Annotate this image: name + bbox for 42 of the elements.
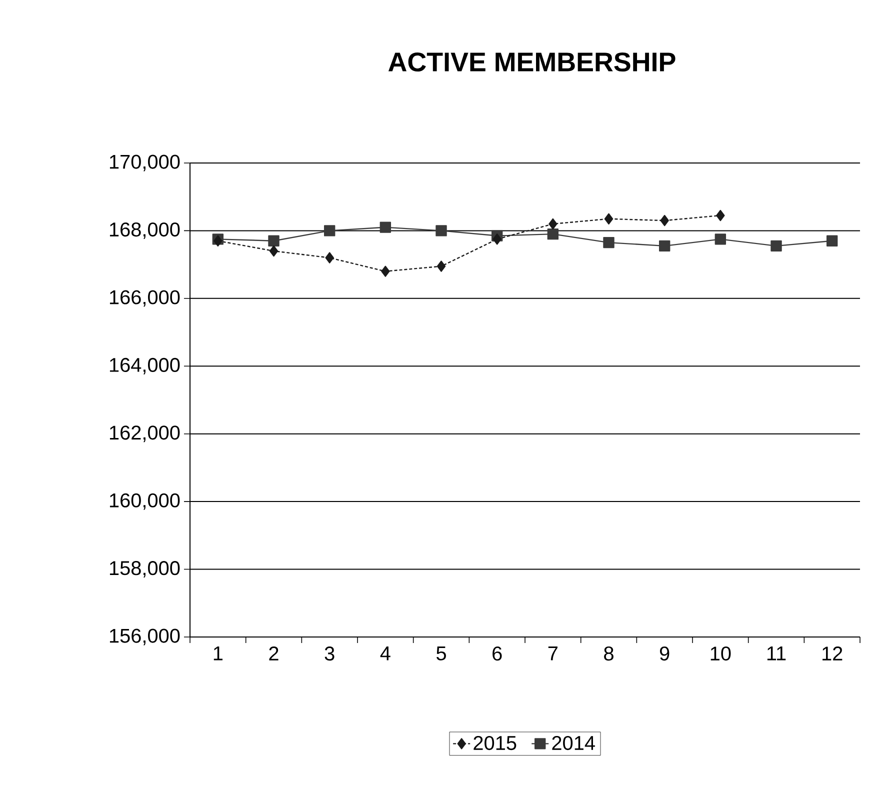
legend-label: 2014 (552, 736, 595, 750)
x-tick-label: 11 (767, 646, 786, 660)
point (658, 240, 670, 252)
point (770, 240, 782, 252)
y-tick-label: 170,000 (110, 154, 180, 172)
point (325, 252, 334, 264)
point (380, 222, 392, 233)
point (268, 235, 280, 246)
chart-title: ACTIVE MEMBERSHIP (388, 52, 676, 72)
point (603, 236, 614, 248)
point (604, 213, 614, 224)
legend-label: 2015 (474, 736, 516, 750)
y-tick-label: 160,000 (110, 493, 180, 510)
point (660, 214, 669, 226)
y-tick-label: 166,000 (110, 290, 180, 307)
point (492, 234, 502, 245)
x-tick-label: 5 (436, 646, 446, 660)
x-tick-label: 10 (710, 646, 731, 661)
y-tick-label: 158,000 (110, 561, 180, 578)
point (714, 234, 726, 245)
y-tick-label: 164,000 (110, 358, 180, 374)
x-tick-label: 12 (822, 646, 842, 660)
x-tick-label: 1 (214, 646, 222, 660)
x-tick-label: 2 (269, 646, 278, 660)
x-tick-label: 4 (380, 646, 390, 660)
x-tick-label: 3 (324, 646, 334, 661)
point (269, 245, 278, 257)
point (436, 225, 447, 236)
point (716, 210, 725, 222)
point (381, 266, 390, 277)
y-tick-label: 156,000 (110, 628, 180, 646)
y-tick-label: 168,000 (110, 222, 180, 239)
x-tick-label: 8 (604, 646, 614, 661)
x-tick-label: 9 (660, 646, 670, 661)
point (436, 260, 446, 272)
point (826, 235, 838, 246)
x-tick-label: 7 (548, 646, 558, 660)
x-tick-label: 6 (492, 646, 502, 661)
point (324, 225, 336, 236)
y-tick-label: 162,000 (110, 426, 180, 442)
point (547, 228, 559, 240)
point (548, 218, 558, 230)
